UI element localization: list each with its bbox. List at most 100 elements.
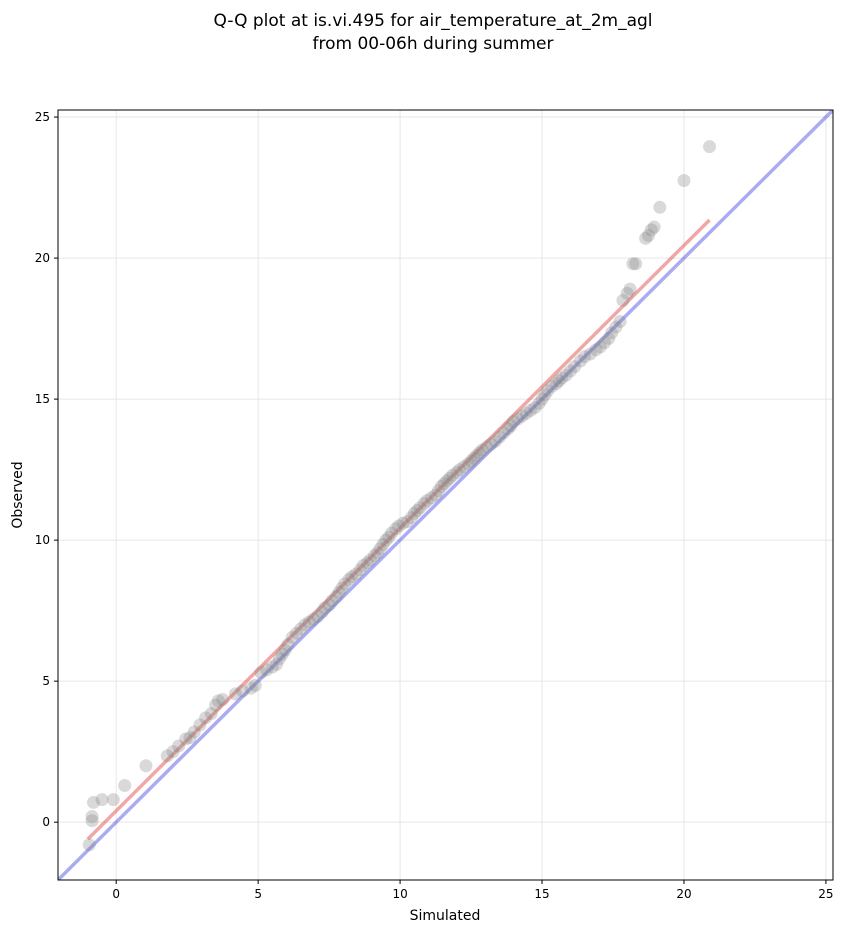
qq-point bbox=[563, 364, 577, 378]
qq-point bbox=[407, 506, 421, 520]
qq-point bbox=[85, 814, 99, 828]
chart-title-line-1: Q-Q plot at is.vi.495 for air_temperatur… bbox=[213, 11, 652, 31]
qq-point bbox=[626, 257, 640, 271]
qq-point bbox=[244, 681, 258, 695]
qq-point bbox=[86, 795, 100, 809]
qq-point bbox=[281, 637, 295, 651]
qq-point bbox=[578, 350, 592, 364]
qq-point bbox=[335, 581, 349, 595]
qq-point bbox=[597, 336, 611, 350]
qq-point bbox=[302, 615, 316, 629]
qq-point bbox=[437, 477, 451, 491]
qq-point bbox=[285, 630, 299, 644]
qq-point bbox=[160, 749, 174, 763]
qq-point bbox=[511, 412, 525, 426]
qq-point bbox=[392, 519, 406, 533]
qq-point bbox=[166, 745, 180, 759]
plot-frame bbox=[57, 109, 834, 881]
qq-point bbox=[417, 496, 431, 510]
qq-point bbox=[315, 605, 329, 619]
qq-point bbox=[488, 434, 502, 448]
qq-point bbox=[450, 465, 464, 479]
qq-point bbox=[209, 698, 223, 712]
qq-point bbox=[573, 354, 587, 368]
qq-point bbox=[311, 609, 325, 623]
qq-point bbox=[524, 403, 538, 417]
qq-point bbox=[429, 488, 443, 502]
qq-point bbox=[609, 320, 623, 334]
qq-point bbox=[356, 559, 370, 573]
x-tick-label: 15 bbox=[534, 887, 549, 901]
qq-point bbox=[497, 426, 511, 440]
qq-point bbox=[623, 282, 637, 296]
qq-point bbox=[193, 718, 207, 732]
qq-point bbox=[298, 618, 312, 632]
chart-title-line-2: from 00-06h during summer bbox=[313, 34, 554, 54]
grid-layer bbox=[58, 110, 833, 880]
qq-point bbox=[647, 220, 661, 234]
qq-point bbox=[420, 494, 434, 508]
qq-point bbox=[644, 223, 658, 237]
x-tick-label: 25 bbox=[818, 887, 833, 901]
qq-point bbox=[616, 293, 630, 307]
qq-point bbox=[443, 471, 457, 485]
qq-point bbox=[641, 229, 655, 243]
qq-point bbox=[95, 793, 109, 807]
qq-point bbox=[532, 396, 546, 410]
qq-point bbox=[400, 515, 414, 529]
identity-line bbox=[58, 110, 833, 880]
qq-point bbox=[507, 415, 521, 429]
qq-point bbox=[325, 594, 339, 608]
qq-point bbox=[653, 200, 667, 214]
qq-point bbox=[629, 257, 643, 271]
qq-point bbox=[179, 732, 193, 746]
qq-point bbox=[424, 491, 438, 505]
y-tick-label: 20 bbox=[35, 251, 50, 265]
qq-point bbox=[379, 533, 393, 547]
qq-point bbox=[306, 612, 320, 626]
qq-point bbox=[602, 331, 616, 345]
qq-point bbox=[559, 368, 573, 382]
qq-point bbox=[187, 725, 201, 739]
qq-point bbox=[332, 585, 346, 599]
x-tick-label: 20 bbox=[676, 887, 691, 901]
qq-point bbox=[368, 549, 382, 563]
qq-point bbox=[677, 174, 691, 188]
qq-point bbox=[555, 371, 569, 385]
qq-point bbox=[85, 810, 99, 824]
qq-point bbox=[272, 652, 286, 666]
qq-point bbox=[396, 516, 410, 530]
qq-point bbox=[172, 739, 186, 753]
qq-point bbox=[248, 678, 262, 692]
qq-point bbox=[139, 759, 153, 773]
qq-point bbox=[204, 707, 218, 721]
qq-point bbox=[515, 409, 529, 423]
qq-point bbox=[453, 463, 467, 477]
data-layer bbox=[58, 110, 833, 880]
qq-point bbox=[431, 484, 445, 498]
qq-point bbox=[475, 443, 489, 457]
x-tick-label: 0 bbox=[112, 887, 120, 901]
qq-point bbox=[541, 384, 555, 398]
y-tick-label: 10 bbox=[35, 533, 50, 547]
y-tick-label: 15 bbox=[35, 392, 50, 406]
qq-point bbox=[620, 286, 634, 300]
qq-point bbox=[338, 577, 352, 591]
qq-point bbox=[528, 401, 542, 415]
qq-point bbox=[413, 501, 427, 515]
qq-point bbox=[373, 542, 387, 556]
qq-point bbox=[480, 440, 494, 454]
qq-point bbox=[183, 731, 197, 745]
qq-point bbox=[260, 663, 274, 677]
qq-point bbox=[593, 340, 607, 354]
qq-point bbox=[118, 779, 132, 793]
qq-point bbox=[519, 406, 533, 420]
y-tick-label: 25 bbox=[35, 110, 50, 124]
qq-point bbox=[353, 563, 367, 577]
qq-point bbox=[464, 454, 478, 468]
qq-point bbox=[473, 446, 487, 460]
qq-point bbox=[605, 326, 619, 340]
qq-point bbox=[446, 468, 460, 482]
qq-point bbox=[461, 457, 475, 471]
qq-point bbox=[484, 437, 498, 451]
